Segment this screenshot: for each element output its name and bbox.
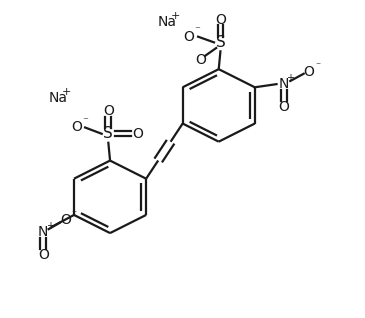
Text: O: O [103, 104, 114, 118]
Text: S: S [216, 35, 226, 50]
Text: O: O [61, 213, 72, 227]
Text: S: S [103, 126, 113, 141]
Text: N: N [38, 225, 49, 239]
Text: N: N [278, 77, 289, 91]
Text: +: + [62, 87, 71, 97]
Text: Na: Na [157, 15, 176, 29]
Text: ⁻: ⁻ [82, 116, 88, 126]
Text: O: O [195, 53, 206, 67]
Text: ⁻: ⁻ [72, 209, 77, 219]
Text: +: + [286, 73, 294, 83]
Text: +: + [46, 221, 54, 231]
Text: O: O [71, 121, 82, 135]
Text: O: O [215, 13, 226, 27]
Text: O: O [184, 30, 195, 44]
Text: O: O [278, 100, 289, 114]
Text: ⁻: ⁻ [195, 25, 200, 35]
Text: ⁻: ⁻ [316, 61, 321, 72]
Text: O: O [132, 127, 143, 141]
Text: Na: Na [49, 91, 68, 105]
Text: O: O [38, 248, 49, 262]
Text: +: + [170, 11, 180, 21]
Text: O: O [304, 65, 315, 79]
